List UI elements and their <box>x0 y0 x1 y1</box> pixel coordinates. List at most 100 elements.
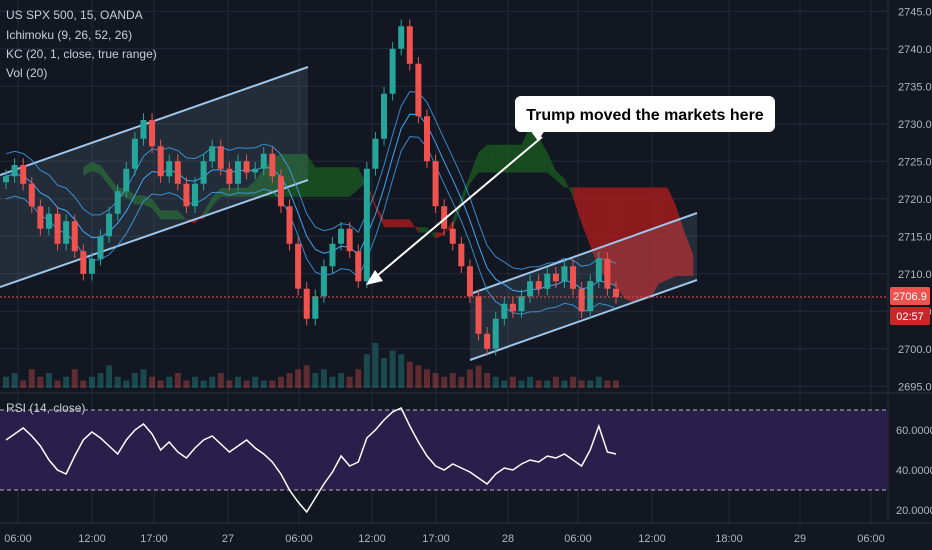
volume-bar <box>37 376 44 388</box>
candle-body <box>458 243 465 267</box>
volume-bar <box>217 373 224 388</box>
volume-bar <box>355 369 362 388</box>
cloud-segment <box>341 167 350 197</box>
candle-body <box>406 26 413 64</box>
candle-body <box>535 281 542 289</box>
volume-bar <box>54 380 61 388</box>
volume-bar <box>157 380 164 388</box>
cloud-segment <box>676 206 685 276</box>
candle-body <box>604 258 611 289</box>
volume-bar <box>303 365 310 388</box>
candle-body <box>114 191 121 214</box>
cloud-segment <box>633 187 642 303</box>
candle-body <box>312 296 319 319</box>
volume-bar <box>329 376 336 388</box>
cloud-segment <box>581 187 591 246</box>
cloud-segment <box>306 154 316 197</box>
keltner-lower <box>5 136 617 315</box>
volume-bar <box>192 376 199 388</box>
candle-body <box>209 146 216 162</box>
volume-bar <box>475 365 482 388</box>
volume-bar <box>166 376 173 388</box>
cloud-segment <box>667 187 677 280</box>
cloud-segment <box>409 219 419 233</box>
volume-bar <box>149 376 156 388</box>
cloud-segment <box>375 204 385 228</box>
volume-bar <box>114 376 121 388</box>
candle-body <box>544 273 551 289</box>
cloud-segment <box>573 187 582 224</box>
time-tick-label: 12:00 <box>358 533 386 545</box>
volume-bar <box>570 376 577 388</box>
volume-bar <box>458 376 465 388</box>
cloud-segment <box>478 144 488 173</box>
volume-bar <box>346 376 353 388</box>
volume-bar <box>183 380 190 388</box>
volume-bar <box>372 343 379 388</box>
candle-body <box>286 206 293 244</box>
channel-upper-right <box>469 212 698 295</box>
candle-body <box>484 333 491 349</box>
legend-ichimoku: Ichimoku (9, 26, 52, 26) <box>6 28 133 42</box>
volume-bar <box>131 373 138 388</box>
time-tick-label: 28 <box>502 533 514 545</box>
volume-bar <box>174 373 181 388</box>
price-badge <box>890 287 930 305</box>
candle-body <box>346 228 353 252</box>
volume-bar <box>518 380 525 388</box>
cloud-segment <box>83 161 92 177</box>
candle-body <box>166 161 173 177</box>
candle-body <box>45 213 52 229</box>
cloud-segment <box>444 219 453 235</box>
price-tick-label: 2695.0 <box>898 381 932 393</box>
volume-bar <box>80 380 87 388</box>
candle-body <box>277 176 284 207</box>
volume-bar <box>97 373 104 388</box>
cloud-segment <box>384 219 393 228</box>
candle-body <box>501 303 508 319</box>
candle-body <box>398 26 405 49</box>
price-tick-label: 2735.0 <box>898 81 932 93</box>
volume-bar <box>88 376 95 388</box>
cloud-segment <box>358 167 367 190</box>
cloud-segment <box>684 232 694 276</box>
candle-body <box>37 206 44 229</box>
price-tick-label: 2740.0 <box>898 44 932 56</box>
candle-body <box>200 161 207 184</box>
cloud-segment <box>461 174 470 207</box>
candle-body <box>97 236 104 259</box>
candle-body <box>71 221 78 252</box>
cloud-segment <box>435 232 445 239</box>
time-tick-label: 06:00 <box>857 533 885 545</box>
candle-body <box>2 176 10 183</box>
price-tick-label: 2715.0 <box>898 231 932 243</box>
volume-bar <box>45 373 52 388</box>
cloud-segment <box>641 187 651 299</box>
candle-body <box>174 161 181 184</box>
candle-body <box>243 161 250 173</box>
candle-body <box>441 206 448 229</box>
volume-bar <box>295 369 302 388</box>
candle-body <box>363 168 370 282</box>
volume-bar <box>260 380 267 388</box>
volume-bar <box>595 376 602 388</box>
volume-bar <box>286 373 293 388</box>
cloud-segment <box>134 195 144 205</box>
time-tick-label: 29 <box>794 533 806 545</box>
volume-bar <box>544 380 551 388</box>
volume-bar <box>20 380 27 388</box>
time-tick-label: 18:00 <box>715 533 743 545</box>
time-tick-label: 17:00 <box>140 533 168 545</box>
legend-vol: Vol (20) <box>6 66 48 80</box>
volume-bar <box>509 376 516 388</box>
annotation-arrowhead <box>366 270 383 285</box>
candle-body <box>226 168 233 184</box>
candle-body <box>475 296 482 334</box>
volume-bar <box>123 380 130 388</box>
volume-bar <box>252 376 259 388</box>
cloud-segment <box>538 137 548 173</box>
legend-symbol: US SPX 500, 15, OANDA <box>6 8 143 22</box>
annotation-text: Trump moved the markets here <box>526 107 764 124</box>
price-tick-label: 2730.0 <box>898 119 932 131</box>
